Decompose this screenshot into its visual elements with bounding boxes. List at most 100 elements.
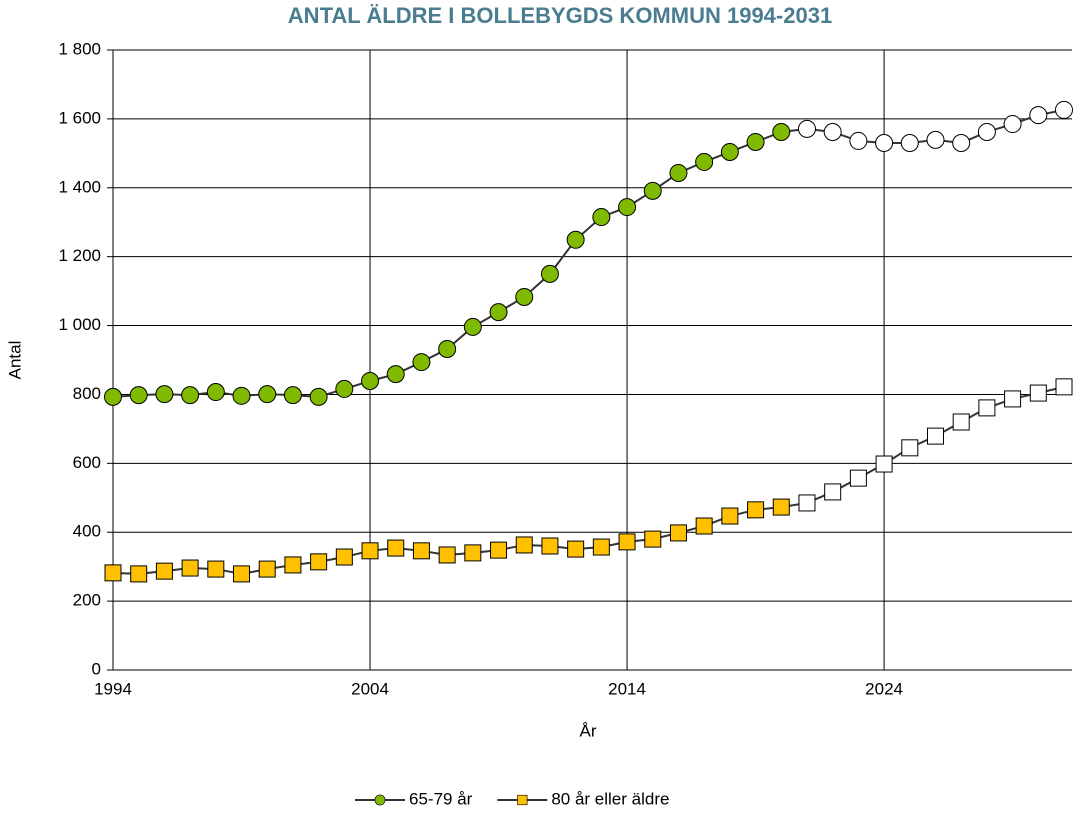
y-tick-label: 0 bbox=[92, 659, 101, 678]
data-point bbox=[695, 152, 714, 171]
data-point bbox=[669, 524, 687, 542]
data-point bbox=[644, 530, 662, 548]
data-point bbox=[206, 383, 225, 402]
x-tick-label: 1994 bbox=[94, 679, 132, 698]
data-point bbox=[130, 565, 148, 583]
data-point bbox=[772, 498, 790, 516]
legend-label: 80 år eller äldre bbox=[551, 789, 669, 808]
data-point bbox=[155, 562, 173, 580]
data-point bbox=[1004, 390, 1022, 408]
data-point bbox=[233, 565, 251, 583]
data-point bbox=[643, 181, 662, 200]
y-tick-label: 1 800 bbox=[58, 39, 101, 58]
data-point bbox=[335, 548, 353, 566]
data-point bbox=[361, 542, 379, 560]
x-tick-label: 2014 bbox=[608, 679, 646, 698]
data-point bbox=[669, 163, 688, 182]
data-point bbox=[129, 386, 148, 405]
data-point bbox=[1055, 378, 1073, 396]
data-point bbox=[797, 119, 816, 138]
data-point bbox=[309, 387, 328, 406]
data-point bbox=[618, 533, 636, 551]
data-point bbox=[747, 501, 765, 519]
series-line bbox=[112, 108, 1065, 398]
data-point bbox=[515, 536, 533, 554]
data-point bbox=[464, 544, 482, 562]
data-point bbox=[386, 365, 405, 384]
data-point bbox=[155, 385, 174, 404]
data-point bbox=[540, 264, 559, 283]
y-tick-label: 600 bbox=[73, 453, 101, 472]
data-point bbox=[232, 386, 251, 405]
data-point bbox=[721, 507, 739, 525]
y-tick-label: 800 bbox=[73, 384, 101, 403]
data-point bbox=[926, 427, 944, 445]
data-point bbox=[361, 372, 380, 391]
data-point bbox=[387, 539, 405, 557]
data-point bbox=[1003, 115, 1022, 134]
data-point bbox=[566, 230, 585, 249]
data-point bbox=[746, 132, 765, 151]
data-point bbox=[104, 387, 122, 406]
data-point bbox=[695, 517, 713, 535]
legend-marker bbox=[374, 794, 386, 806]
data-point bbox=[310, 553, 328, 571]
data-point bbox=[875, 134, 894, 152]
y-tick-label: 1 400 bbox=[58, 177, 101, 196]
chart-title: ANTAL ÄLDRE I BOLLEBYGDS KOMMUN 1994-203… bbox=[288, 3, 832, 28]
data-point bbox=[952, 413, 970, 431]
data-point bbox=[181, 386, 200, 405]
y-tick-label: 1 600 bbox=[58, 108, 101, 127]
data-point bbox=[720, 142, 739, 161]
data-point bbox=[258, 560, 276, 578]
data-point bbox=[181, 559, 199, 577]
data-point bbox=[849, 469, 867, 487]
x-tick-label: 2004 bbox=[351, 679, 389, 698]
x-axis-label: År bbox=[580, 721, 597, 740]
y-tick-label: 400 bbox=[73, 522, 101, 541]
legend-marker bbox=[517, 794, 528, 806]
data-point bbox=[567, 540, 585, 558]
data-point bbox=[1055, 100, 1073, 119]
y-tick-label: 1 000 bbox=[58, 315, 101, 334]
data-point bbox=[849, 131, 868, 150]
data-point bbox=[104, 564, 122, 582]
data-point bbox=[824, 483, 842, 501]
x-tick-label: 2024 bbox=[865, 679, 903, 698]
data-point bbox=[207, 560, 225, 578]
data-point bbox=[592, 208, 611, 227]
data-point bbox=[284, 556, 302, 574]
data-point bbox=[335, 379, 354, 398]
y-tick-label: 1 200 bbox=[58, 246, 101, 265]
data-point bbox=[798, 494, 816, 512]
data-point bbox=[1029, 106, 1048, 125]
data-point bbox=[541, 537, 559, 555]
data-point bbox=[875, 455, 893, 473]
data-point bbox=[283, 386, 302, 405]
data-point bbox=[463, 317, 482, 336]
y-axis-label: Antal bbox=[5, 341, 24, 380]
data-point bbox=[926, 130, 945, 149]
data-point bbox=[952, 134, 971, 152]
data-point bbox=[438, 339, 457, 358]
data-point bbox=[490, 541, 508, 559]
data-point bbox=[592, 538, 610, 556]
data-point bbox=[412, 353, 431, 372]
data-point bbox=[823, 122, 842, 141]
data-point bbox=[901, 439, 919, 457]
data-point bbox=[772, 122, 791, 141]
data-point bbox=[412, 542, 430, 560]
data-point bbox=[489, 303, 508, 322]
data-point bbox=[977, 122, 996, 141]
series-line bbox=[112, 385, 1065, 575]
data-point bbox=[438, 546, 456, 564]
data-point bbox=[258, 385, 277, 404]
data-point bbox=[1029, 384, 1047, 402]
data-point bbox=[900, 134, 919, 152]
y-tick-label: 200 bbox=[73, 591, 101, 610]
legend-label: 65-79 år bbox=[409, 789, 473, 808]
data-point bbox=[618, 198, 637, 217]
data-point bbox=[978, 399, 996, 417]
